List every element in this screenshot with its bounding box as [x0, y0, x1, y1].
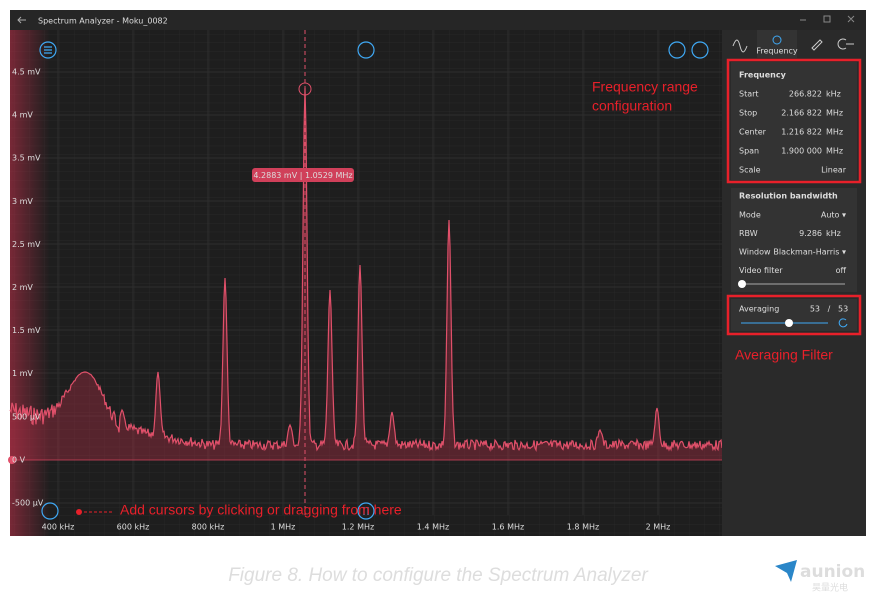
caption: Figure 8. How to configure the Spectrum … — [228, 565, 648, 586]
x-axis-label: 400 kHz — [42, 523, 75, 532]
row-label: Scale — [739, 166, 761, 175]
tab-frequency-icon — [772, 35, 782, 45]
annotation: Frequency range — [592, 79, 698, 95]
row-value: 266.822 — [789, 90, 822, 99]
tab-label: Frequency — [756, 47, 798, 56]
frequency-section — [731, 62, 857, 180]
averaging-label: Averaging — [739, 305, 779, 314]
row-value: 1.216 822 — [781, 128, 822, 137]
row-value: Linear — [821, 166, 847, 175]
grid — [10, 30, 722, 536]
row-value: off — [836, 266, 847, 275]
row-value: Blackman-Harris ▾ — [773, 248, 846, 257]
menu-button[interactable] — [39, 41, 57, 59]
x-axis-label: 1.2 MHz — [342, 523, 374, 532]
y-axis-label: 0 V — [12, 455, 26, 464]
tab-signal-icon[interactable] — [732, 39, 748, 53]
y-axis-label: 2 mV — [12, 283, 33, 292]
annotation: Add cursors by clicking or dragging from… — [120, 502, 402, 518]
cursor-marker[interactable] — [298, 82, 312, 96]
x-axis-label: 2 MHz — [646, 523, 671, 532]
y-axis-label: -500 µV — [12, 499, 44, 508]
row-label: Window — [739, 248, 771, 257]
row-value: 1.900 000 — [781, 147, 822, 156]
x-axis-label: 1.6 MHz — [492, 523, 524, 532]
spectrum-trace — [9, 87, 723, 452]
pause-icon — [363, 507, 369, 515]
averaging-highlight — [726, 294, 862, 336]
row-unit: MHz — [826, 147, 843, 156]
major-grid — [10, 30, 722, 515]
y-axis-label: 1.5 mV — [12, 326, 41, 335]
menu-icon — [44, 46, 52, 54]
row-label: Mode — [739, 211, 761, 220]
row-value: 9.286 — [799, 229, 822, 238]
tab-exit-icon[interactable] — [837, 38, 854, 50]
row-value: 2.166 822 — [781, 109, 822, 118]
cursor-button[interactable] — [41, 502, 59, 520]
zero-marker[interactable] — [8, 456, 16, 464]
averaging-value: 53 — [810, 305, 820, 314]
y-axis-label: 4.5 mV — [12, 68, 41, 77]
export-button[interactable] — [357, 41, 375, 59]
row-value: Auto ▾ — [821, 211, 846, 220]
back-icon[interactable] — [17, 16, 26, 24]
row-unit: MHz — [826, 128, 843, 137]
row-label: Center — [739, 128, 767, 137]
section-title: Frequency — [739, 71, 787, 80]
x-axis-label: 1 MHz — [271, 523, 296, 532]
annotation: configuration — [592, 98, 672, 114]
row-unit: kHz — [826, 90, 841, 99]
tab-edit-icon[interactable] — [811, 39, 823, 51]
slider-knob[interactable] — [785, 319, 793, 327]
logo-subtitle: 昊量光电 — [812, 582, 848, 594]
cursor-label-box — [252, 168, 354, 182]
averaging-separator: / — [828, 305, 831, 314]
logo-icon — [775, 560, 797, 582]
y-axis-label: 2.5 mV — [12, 240, 41, 249]
row-label: Video filter — [739, 266, 783, 275]
section-title: Resolution bandwidth — [739, 192, 838, 201]
trace-fill — [10, 88, 722, 460]
reset-icon[interactable] — [838, 318, 848, 328]
slider-knob[interactable] — [738, 280, 746, 288]
y-axis-label: 4 mV — [12, 111, 33, 120]
row-label: RBW — [739, 229, 758, 238]
row-unit: MHz — [826, 109, 843, 118]
y-axis-label: 500 µV — [12, 412, 41, 421]
y-axis-label: 1 mV — [12, 369, 33, 378]
window-controls[interactable] — [800, 15, 855, 23]
y-axis-label: 3.5 mV — [12, 154, 41, 163]
x-axis-label: 1.8 MHz — [567, 523, 599, 532]
row-label: Stop — [739, 109, 757, 118]
annotation-dot — [76, 509, 82, 515]
annotation: Averaging Filter — [735, 347, 833, 363]
x-axis-label: 800 kHz — [192, 523, 225, 532]
title-bar — [10, 10, 866, 30]
logo-name: aunion — [800, 562, 865, 582]
cursor-label: 4.2883 mV | 1.0529 MHz — [253, 171, 352, 180]
bandwidth-section — [731, 188, 857, 292]
frequency-highlight — [726, 58, 862, 184]
window-title: Spectrum Analyzer - Moku_0082 — [38, 17, 168, 26]
row-label: Span — [739, 147, 759, 156]
y-axis-label: 3 mV — [12, 197, 33, 206]
row-unit: kHz — [826, 229, 841, 238]
autoscale-button[interactable] — [691, 41, 709, 59]
x-axis-label: 600 kHz — [117, 523, 150, 532]
averaging-section — [731, 299, 857, 331]
x-axis-label: 1.4 MHz — [417, 523, 449, 532]
pause-button[interactable] — [357, 502, 375, 520]
averaging-total: 53 — [838, 305, 848, 314]
zoom-button[interactable] — [668, 41, 686, 59]
row-label: Start — [739, 90, 759, 99]
left-shade — [10, 30, 50, 536]
